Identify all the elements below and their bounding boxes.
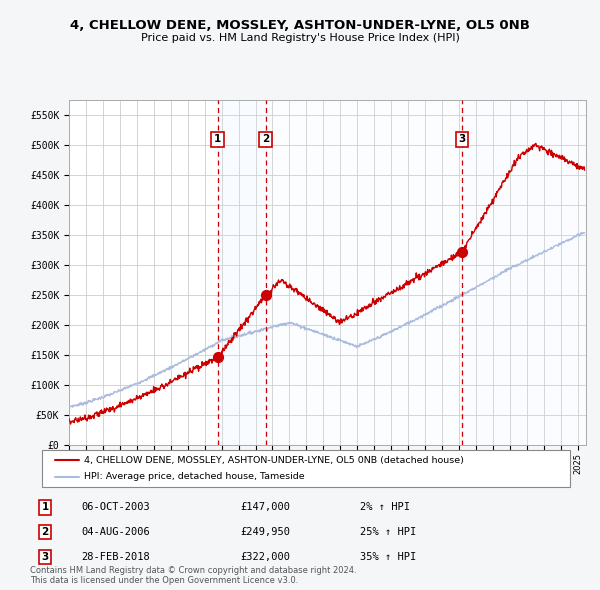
FancyBboxPatch shape [42, 450, 570, 487]
Bar [462, 100, 586, 445]
Point [261, 291, 271, 300]
Bar [218, 100, 266, 445]
Text: Contains HM Land Registry data © Crown copyright and database right 2024.
This d: Contains HM Land Registry data © Crown c… [30, 566, 356, 585]
Text: £147,000: £147,000 [240, 503, 290, 512]
Text: 2: 2 [41, 527, 49, 537]
Bar [266, 100, 462, 445]
Text: 4, CHELLOW DENE, MOSSLEY, ASHTON-UNDER-LYNE, OL5 0NB: 4, CHELLOW DENE, MOSSLEY, ASHTON-UNDER-L… [70, 19, 530, 32]
Text: Price paid vs. HM Land Registry's House Price Index (HPI): Price paid vs. HM Land Registry's House … [140, 33, 460, 43]
Text: £249,950: £249,950 [240, 527, 290, 537]
Text: 3: 3 [41, 552, 49, 562]
Text: HPI: Average price, detached house, Tameside: HPI: Average price, detached house, Tame… [84, 473, 305, 481]
Point [457, 247, 467, 257]
Text: 06-OCT-2003: 06-OCT-2003 [81, 503, 150, 512]
Text: 3: 3 [458, 135, 466, 145]
Text: 25% ↑ HPI: 25% ↑ HPI [360, 527, 416, 537]
Text: £322,000: £322,000 [240, 552, 290, 562]
Text: 1: 1 [214, 135, 221, 145]
Text: 28-FEB-2018: 28-FEB-2018 [81, 552, 150, 562]
Text: 1: 1 [41, 503, 49, 512]
Text: 2: 2 [262, 135, 269, 145]
Text: 4, CHELLOW DENE, MOSSLEY, ASHTON-UNDER-LYNE, OL5 0NB (detached house): 4, CHELLOW DENE, MOSSLEY, ASHTON-UNDER-L… [84, 455, 464, 464]
Text: 2% ↑ HPI: 2% ↑ HPI [360, 503, 410, 512]
Text: 35% ↑ HPI: 35% ↑ HPI [360, 552, 416, 562]
Point [213, 352, 223, 362]
Text: 04-AUG-2006: 04-AUG-2006 [81, 527, 150, 537]
